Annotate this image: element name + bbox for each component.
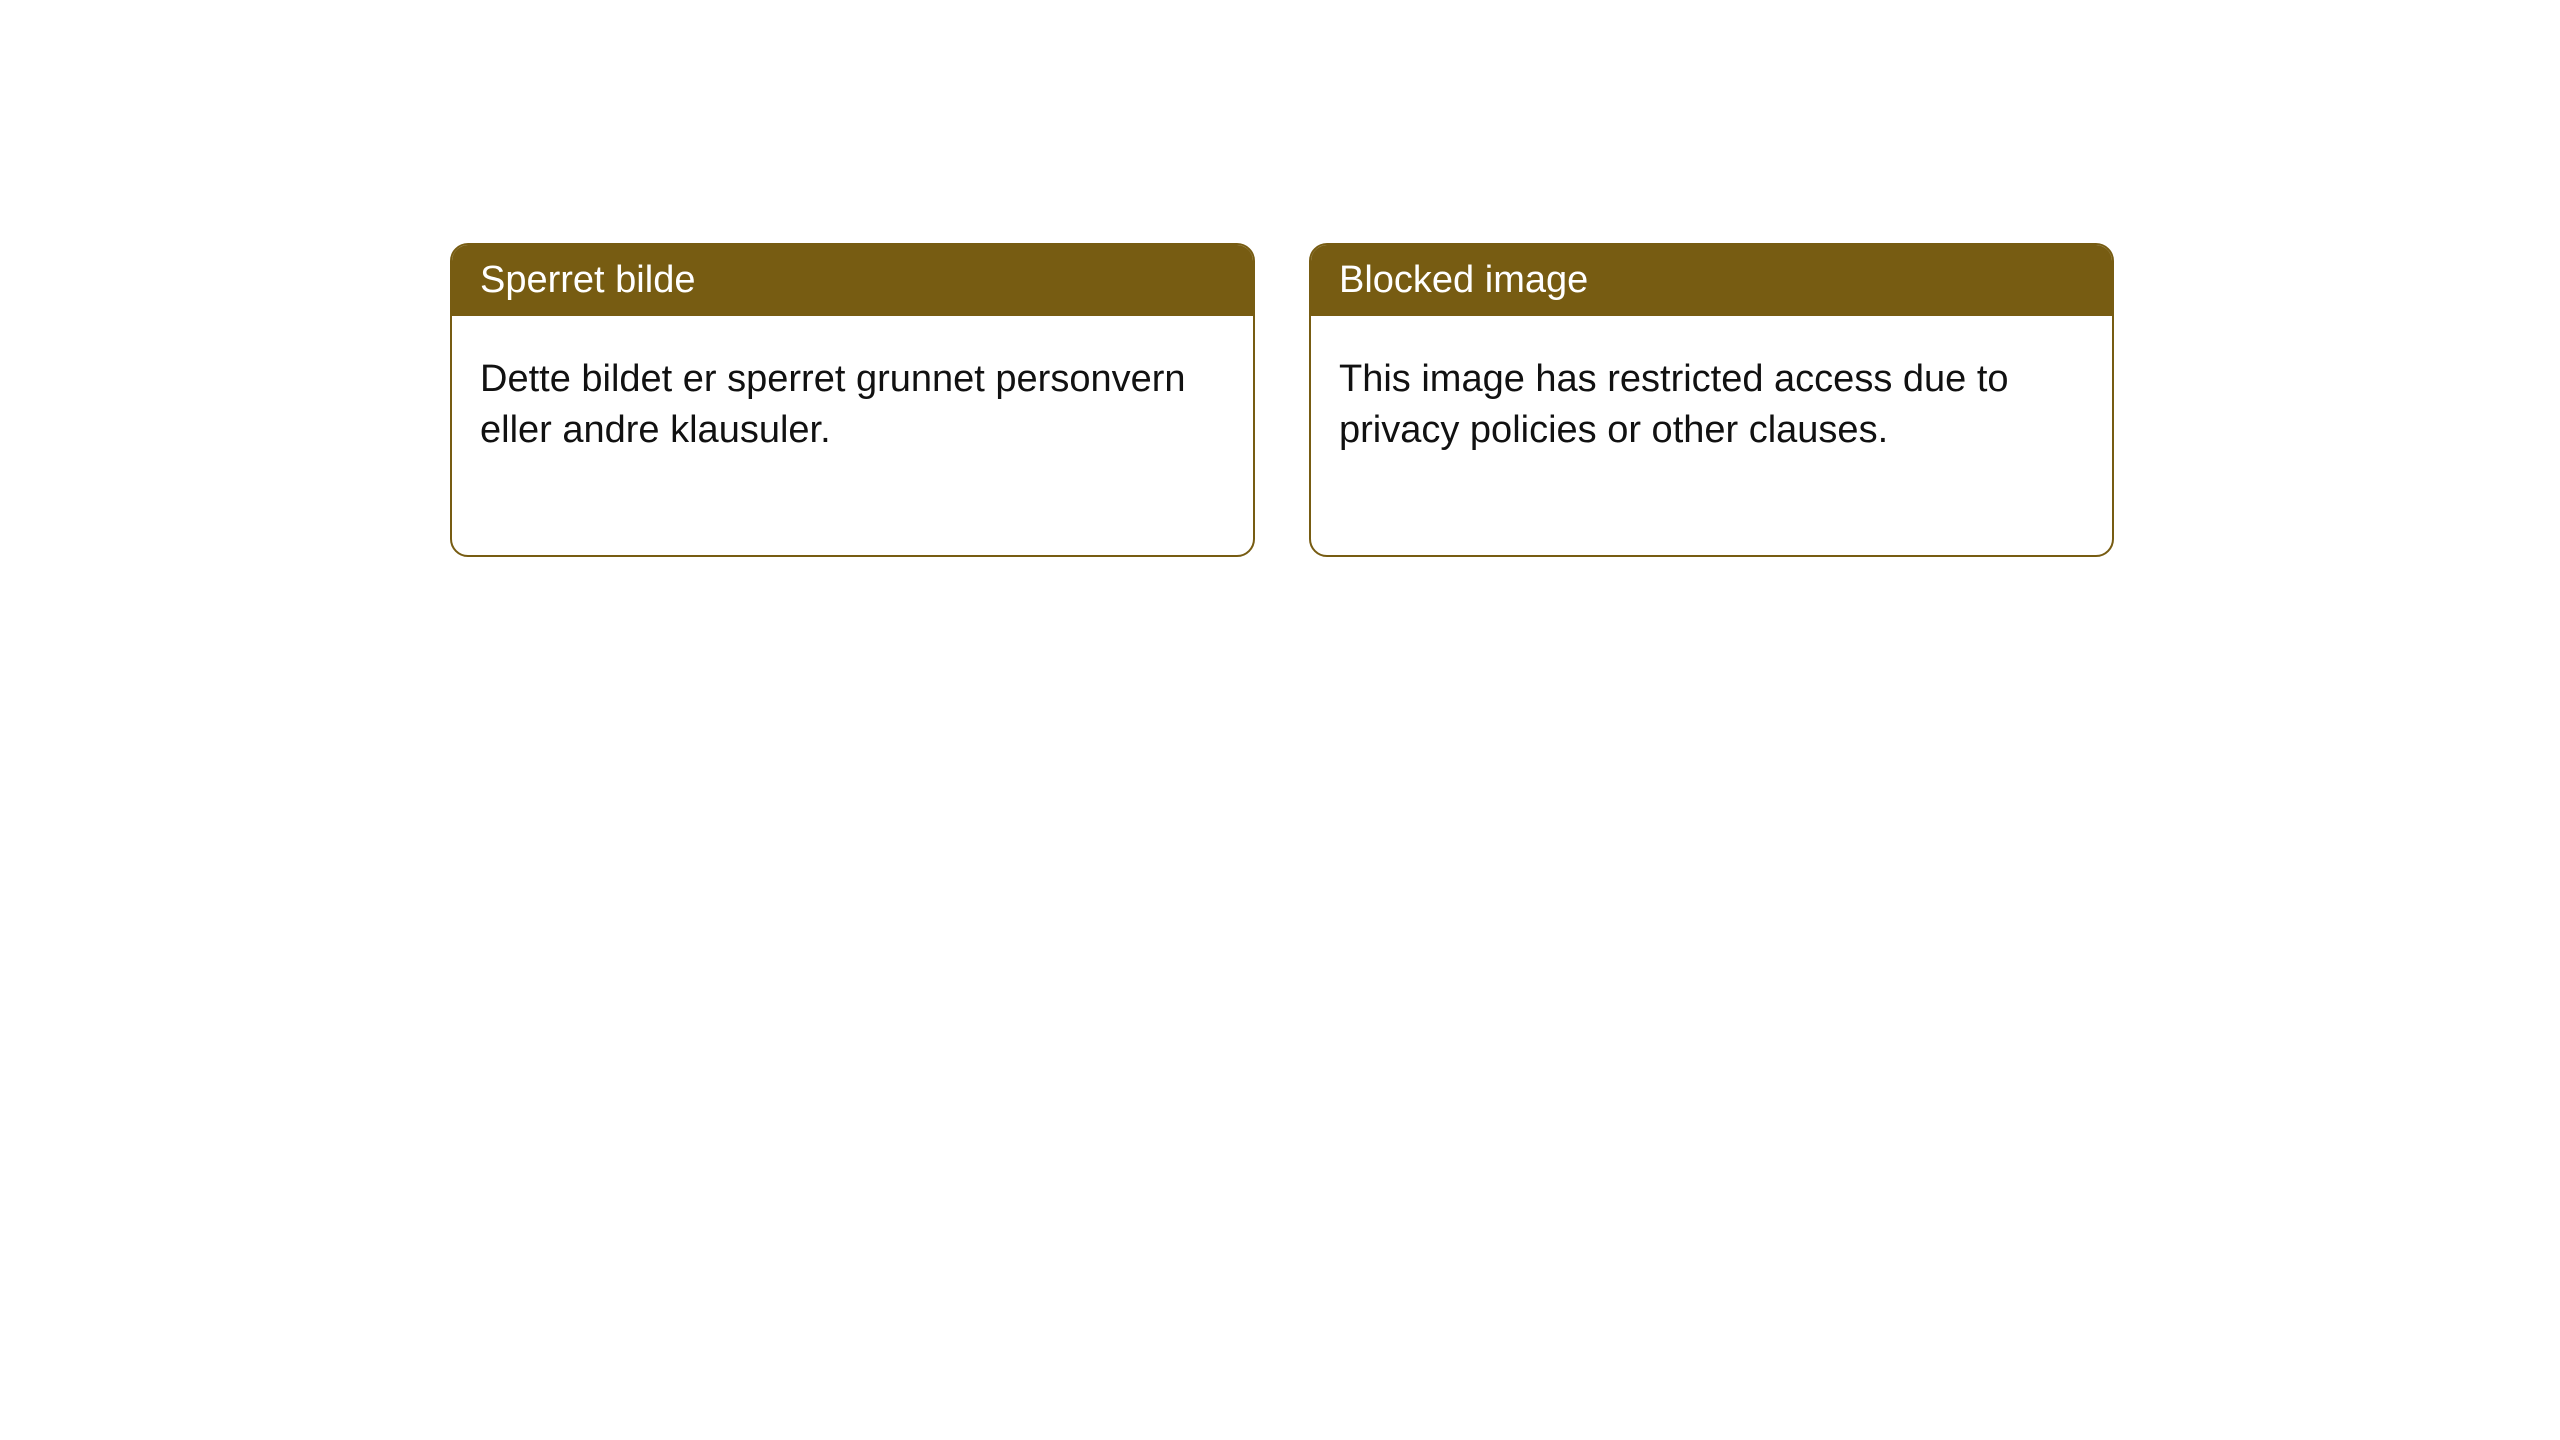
notice-container: Sperret bilde Dette bildet er sperret gr…: [0, 0, 2560, 557]
notice-body: This image has restricted access due to …: [1311, 316, 2112, 555]
notice-header: Sperret bilde: [452, 245, 1253, 316]
notice-body: Dette bildet er sperret grunnet personve…: [452, 316, 1253, 555]
notice-header: Blocked image: [1311, 245, 2112, 316]
notice-card-norwegian: Sperret bilde Dette bildet er sperret gr…: [450, 243, 1255, 557]
notice-card-english: Blocked image This image has restricted …: [1309, 243, 2114, 557]
